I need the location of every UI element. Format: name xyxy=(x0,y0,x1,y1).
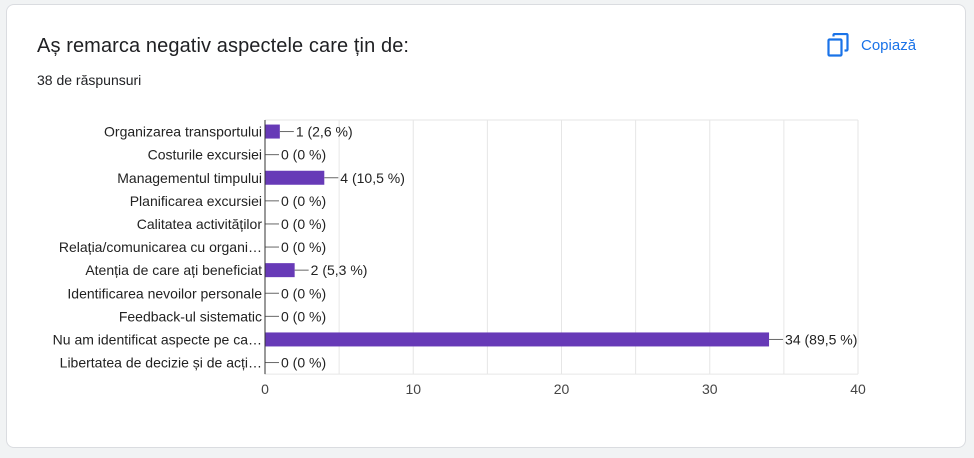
bar xyxy=(265,170,325,185)
bar xyxy=(265,332,770,347)
data-label: 34 (89,5 %) xyxy=(785,331,857,347)
data-label: 0 (0 %) xyxy=(281,308,326,324)
data-label: 0 (0 %) xyxy=(281,193,326,209)
copy-icon xyxy=(827,33,849,57)
copy-label: Copiază xyxy=(861,36,917,54)
category-label: Relația/comunicarea cu organi… xyxy=(59,239,262,255)
category-label: Libertatea de decizie și de acți… xyxy=(60,355,262,371)
x-tick-label: 20 xyxy=(554,381,570,397)
category-label: Identificarea nevoilor personale xyxy=(67,285,262,301)
category-label: Organizarea transportului xyxy=(104,124,262,140)
x-tick-label: 30 xyxy=(702,381,718,397)
data-label: 0 (0 %) xyxy=(281,355,326,371)
data-label: 0 (0 %) xyxy=(281,147,326,163)
question-title: Aș remarca negativ aspectele care țin de… xyxy=(37,35,410,57)
data-label: 0 (0 %) xyxy=(281,239,326,255)
data-label: 1 (2,6 %) xyxy=(296,124,353,140)
data-label: 4 (10,5 %) xyxy=(340,170,405,186)
category-label: Atenția de care ați beneficiat xyxy=(85,262,262,278)
category-label: Nu am identificat aspecte pe ca… xyxy=(53,331,262,347)
data-label: 2 (5,3 %) xyxy=(311,262,368,278)
copy-button[interactable]: Copiază xyxy=(823,27,920,63)
category-label: Managementul timpului xyxy=(117,170,262,186)
category-label: Costurile excursiei xyxy=(148,147,262,163)
category-label: Calitatea activităților xyxy=(137,216,263,232)
x-tick-label: 40 xyxy=(850,381,866,397)
category-label: Planificarea excursiei xyxy=(130,193,262,209)
bar xyxy=(265,263,295,278)
data-label: 0 (0 %) xyxy=(281,216,326,232)
x-tick-label: 0 xyxy=(261,381,269,397)
response-count: 38 de răspunsuri xyxy=(37,72,142,88)
data-label: 0 (0 %) xyxy=(281,285,326,301)
category-label: Feedback-ul sistematic xyxy=(119,308,262,324)
bar xyxy=(265,124,280,139)
x-tick-label: 10 xyxy=(405,381,421,397)
